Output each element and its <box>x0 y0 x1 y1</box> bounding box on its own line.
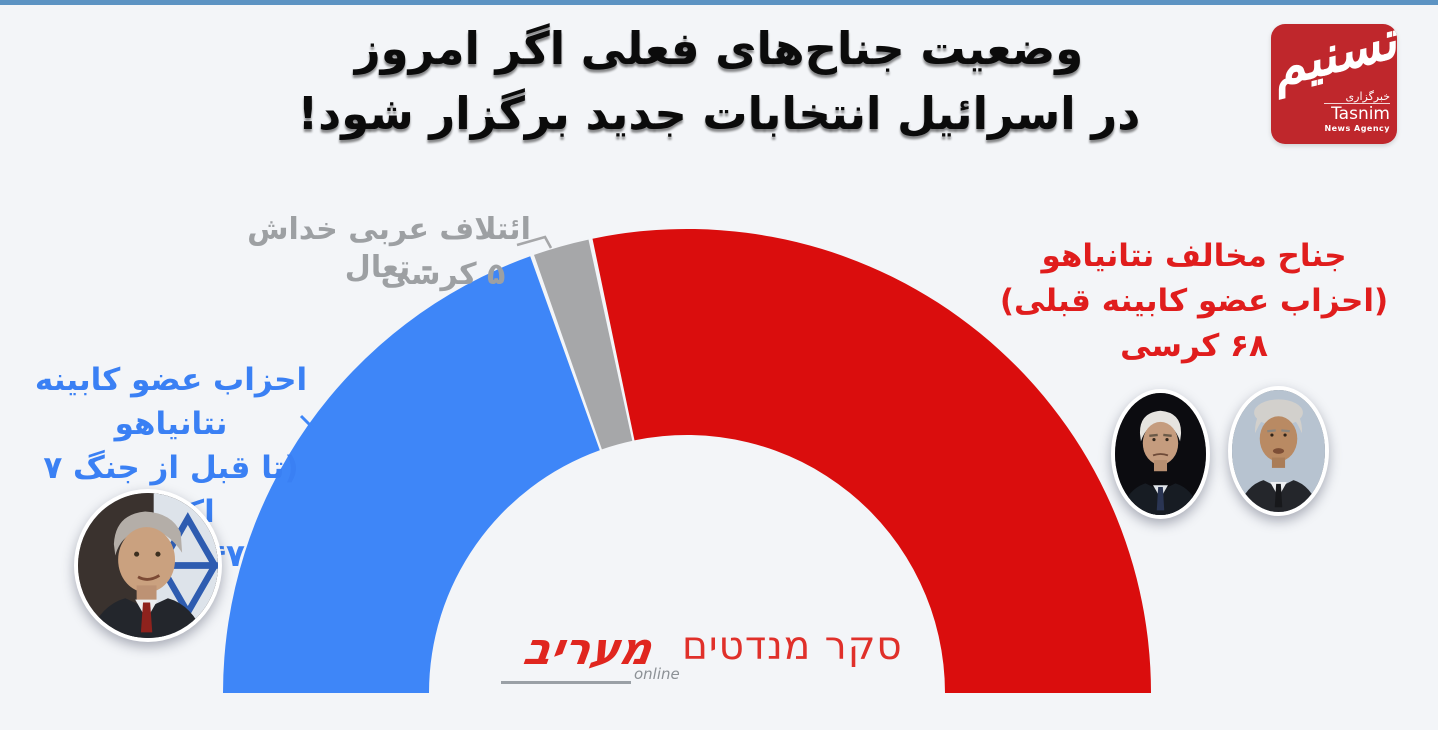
maariv-underline <box>501 681 631 684</box>
gantz-portrait-illustration <box>1115 393 1206 515</box>
netanyahu-bloc-line-1: احزاب عضو کابینه نتانیاهو <box>34 362 308 442</box>
donut-segment-3 <box>592 228 1151 693</box>
tasnim-logo: تسنیم خبرگزاری Tasnim News Agency <box>1271 24 1397 144</box>
title-line-2: در اسرائیل انتخابات جدید برگزار شود! <box>297 87 1141 140</box>
page-title: وضعیت جناح‌های فعلی اگر امروز در اسرائیل… <box>0 16 1438 146</box>
title-line-1: وضعیت جناح‌های فعلی اگر امروز <box>354 22 1084 75</box>
tasnim-calligraphy: تسنیم <box>1271 24 1397 100</box>
netanyahu-photo <box>74 489 222 642</box>
tasnim-wordmark: خبرگزاری Tasnim News Agency <box>1324 90 1390 134</box>
top-accent-strip <box>0 0 1438 5</box>
arab-coalition-label: ائتلاف عربی خداش - تعال <box>247 212 531 285</box>
tasnim-persian-label: خبرگزاری <box>1345 90 1390 103</box>
gantz-photo <box>1111 389 1210 519</box>
donut-segment-1 <box>223 256 600 693</box>
anti-netanyahu-line-2: (احزاب عضو کابینه قبلی) <box>999 283 1389 319</box>
anti-netanyahu-line-1: جناح مخالف نتانیاهو <box>1041 238 1347 274</box>
lapid-photo <box>1228 386 1329 516</box>
tasnim-latin-subtitle: News Agency <box>1324 124 1390 133</box>
anti-netanyahu-seats: ۶۸ کرسی <box>1120 328 1268 364</box>
anti-netanyahu-bloc-label: جناح مخالف نتانیاهو (احزاب عضو کابینه قب… <box>985 234 1403 369</box>
lapid-portrait-illustration <box>1232 390 1325 512</box>
arab-coalition-seats: ۵ کرسی <box>380 257 506 292</box>
maariv-online-text: online <box>634 665 680 683</box>
donut-segment-2 <box>534 239 633 450</box>
maariv-survey-text: סקר מנדטים <box>682 624 903 669</box>
netanyahu-portrait-illustration <box>78 493 218 638</box>
tasnim-latin-name: Tasnim <box>1324 103 1390 124</box>
